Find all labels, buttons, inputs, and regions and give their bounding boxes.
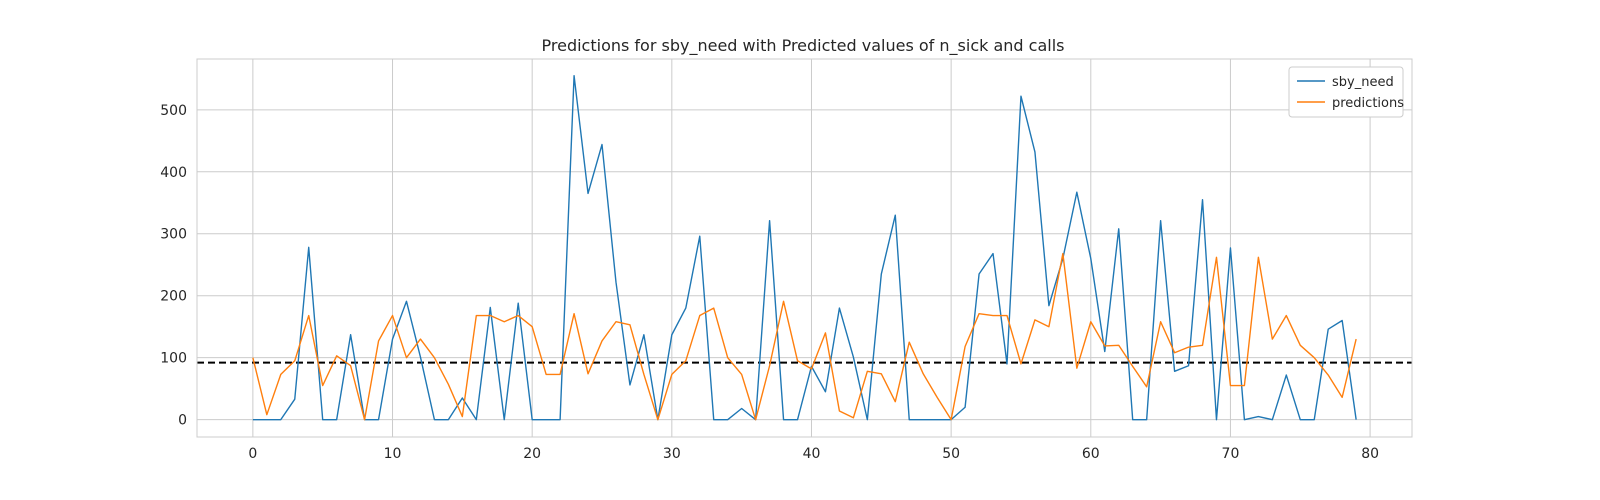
series-group — [252, 75, 1357, 421]
y-tick-label: 0 — [178, 413, 187, 429]
x-axis-ticks: 0 10 20 30 40 50 60 70 80 — [248, 446, 1379, 462]
y-tick-label: 300 — [160, 227, 187, 243]
legend-label: predictions — [1332, 96, 1404, 111]
y-tick-label: 400 — [160, 165, 187, 181]
x-tick-label: 20 — [523, 446, 541, 462]
x-tick-label: 60 — [1082, 446, 1100, 462]
x-tick-label: 80 — [1361, 446, 1379, 462]
chart-title: Predictions for sby_need with Predicted … — [542, 36, 1065, 56]
x-tick-label: 10 — [384, 446, 402, 462]
x-tick-label: 50 — [942, 446, 960, 462]
legend-label: sby_need — [1332, 75, 1394, 90]
x-tick-label: 0 — [248, 446, 257, 462]
legend: sby_need predictions — [1288, 66, 1404, 118]
series-line-predictions — [252, 252, 1357, 421]
grid — [197, 59, 1412, 437]
x-tick-label: 30 — [663, 446, 681, 462]
x-tick-label: 70 — [1222, 446, 1240, 462]
x-tick-label: 40 — [803, 446, 821, 462]
y-tick-label: 200 — [160, 289, 187, 305]
legend-box — [1288, 66, 1404, 118]
y-tick-label: 500 — [160, 103, 187, 119]
y-axis-ticks: 0 100 200 300 400 500 — [160, 103, 187, 429]
y-tick-label: 100 — [160, 351, 187, 367]
plot-frame — [196, 58, 1413, 438]
